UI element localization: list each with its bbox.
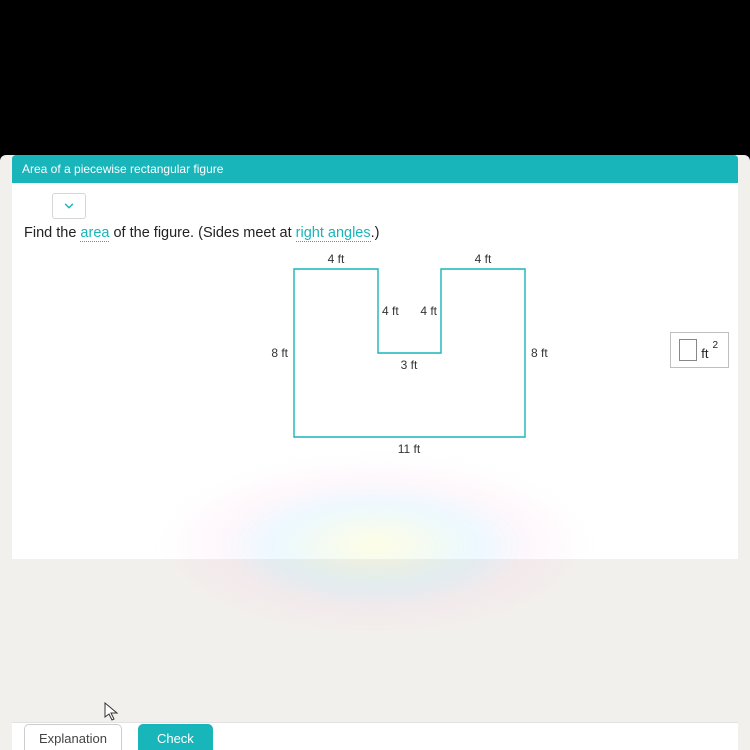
link-right-angles[interactable]: right angles [296, 225, 371, 242]
lbl-left: 8 ft [271, 346, 288, 360]
chevron-down-icon [62, 199, 76, 213]
answer-unit: ft [701, 346, 708, 361]
lbl-right: 8 ft [531, 346, 548, 360]
lbl-notch-bottom: 3 ft [401, 358, 418, 372]
polygon-path [294, 269, 525, 437]
collapse-button[interactable] [52, 193, 86, 219]
screen-area: Area of a piecewise rectangular figure F… [0, 155, 750, 750]
bottom-bar: Explanation Check [12, 722, 738, 750]
lesson-title: Area of a piecewise rectangular figure [22, 162, 223, 176]
lbl-notch-right: 4 ft [420, 304, 437, 318]
letterbox-top [0, 0, 750, 155]
figure-area: 4 ft 4 ft 4 ft 4 ft 3 ft 8 ft 8 ft 11 ft… [24, 247, 726, 547]
q-prefix: Find the [24, 225, 80, 241]
cursor-icon [104, 702, 120, 722]
answer-exponent: 2 [712, 340, 718, 351]
lbl-notch-left: 4 ft [382, 304, 399, 318]
lesson-title-bar: Area of a piecewise rectangular figure [12, 155, 738, 183]
content-card: Find the area of the figure. (Sides meet… [12, 183, 738, 559]
check-button[interactable]: Check [138, 724, 213, 750]
explanation-button[interactable]: Explanation [24, 724, 122, 750]
answer-input[interactable] [679, 339, 697, 361]
lbl-bottom: 11 ft [398, 442, 421, 456]
answer-box: ft 2 [670, 332, 729, 368]
q-suffix: .) [371, 225, 380, 241]
polygon-figure: 4 ft 4 ft 4 ft 4 ft 3 ft 8 ft 8 ft 11 ft [264, 247, 564, 487]
lbl-top-left: 4 ft [328, 252, 345, 266]
question-text: Find the area of the figure. (Sides meet… [24, 225, 726, 241]
lbl-top-right: 4 ft [475, 252, 492, 266]
q-mid: of the figure. (Sides meet at [109, 225, 295, 241]
link-area[interactable]: area [80, 225, 109, 242]
